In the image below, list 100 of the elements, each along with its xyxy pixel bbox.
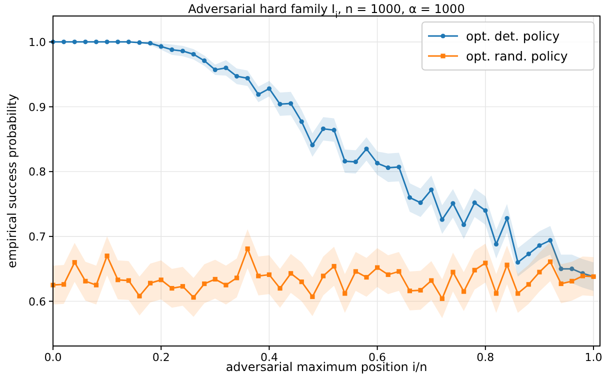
point	[202, 58, 207, 64]
point	[288, 271, 294, 276]
point	[62, 40, 66, 44]
point	[418, 288, 423, 293]
y-tick-label: 0.9	[28, 100, 46, 114]
point	[494, 242, 499, 247]
point	[332, 264, 336, 269]
point	[202, 281, 207, 286]
point	[126, 278, 131, 283]
point	[266, 272, 272, 277]
y-axis-title: empirical success probability	[5, 94, 19, 268]
point	[558, 281, 564, 286]
point	[364, 146, 369, 152]
point	[570, 266, 574, 272]
point	[407, 195, 412, 200]
point	[450, 270, 456, 274]
point	[310, 142, 315, 148]
point	[94, 282, 99, 288]
x-tick-label: 0.2	[152, 351, 170, 364]
point	[375, 265, 380, 270]
point	[353, 160, 358, 164]
point	[256, 274, 261, 278]
point	[245, 76, 250, 81]
point	[570, 278, 574, 284]
point	[320, 274, 326, 278]
point	[72, 260, 77, 265]
point	[580, 274, 586, 278]
point	[526, 282, 531, 287]
point	[158, 44, 164, 49]
point	[62, 282, 66, 287]
point	[191, 52, 196, 57]
point	[266, 86, 272, 91]
point	[429, 187, 434, 192]
point	[548, 259, 553, 264]
point	[526, 252, 531, 256]
point	[94, 40, 99, 44]
point	[180, 284, 186, 289]
point	[170, 286, 174, 291]
point	[234, 276, 240, 280]
point	[158, 278, 164, 282]
point	[148, 280, 153, 286]
point	[516, 260, 520, 265]
point	[483, 260, 488, 266]
point	[537, 270, 542, 274]
point	[516, 291, 520, 296]
point	[256, 92, 261, 97]
point	[191, 295, 196, 300]
point	[299, 119, 304, 124]
point	[104, 254, 110, 258]
point	[148, 40, 153, 46]
point	[137, 40, 142, 45]
x-tick-label: 0.8	[476, 351, 494, 364]
point	[353, 269, 358, 274]
x-tick-label: 1.0	[584, 351, 602, 364]
point	[483, 208, 488, 213]
point	[104, 40, 110, 44]
point	[504, 216, 510, 221]
point	[386, 272, 390, 277]
point	[440, 217, 444, 222]
point	[429, 278, 434, 283]
x-tick-label: 0.0	[44, 351, 62, 364]
point	[504, 262, 510, 268]
point	[342, 158, 348, 164]
point	[212, 68, 218, 72]
point	[537, 243, 542, 248]
point	[126, 40, 131, 44]
point	[180, 48, 186, 54]
point	[396, 164, 402, 170]
point	[418, 200, 423, 206]
point	[342, 291, 348, 296]
point	[461, 289, 466, 294]
point	[375, 160, 380, 166]
point	[332, 128, 336, 132]
point	[83, 278, 88, 284]
point	[234, 74, 240, 79]
point	[310, 294, 315, 300]
point	[450, 201, 456, 206]
point	[170, 47, 174, 52]
y-tick-label: 0.8	[28, 166, 46, 179]
point	[558, 266, 564, 272]
point	[320, 126, 326, 132]
point	[386, 165, 390, 170]
point	[472, 200, 477, 206]
y-tick-label: 0.7	[28, 230, 46, 244]
legend-label: opt. rand. policy	[466, 48, 568, 64]
point	[364, 274, 369, 280]
point	[299, 280, 304, 284]
point	[83, 40, 88, 44]
point	[494, 291, 499, 296]
point	[278, 286, 282, 291]
point	[548, 238, 553, 243]
point	[461, 222, 466, 228]
y-tick-label: 0.6	[28, 295, 46, 308]
point	[224, 66, 228, 70]
point	[288, 101, 294, 106]
point	[278, 102, 282, 106]
point	[472, 268, 477, 272]
point	[396, 269, 402, 274]
point	[116, 278, 120, 282]
point	[245, 246, 250, 252]
